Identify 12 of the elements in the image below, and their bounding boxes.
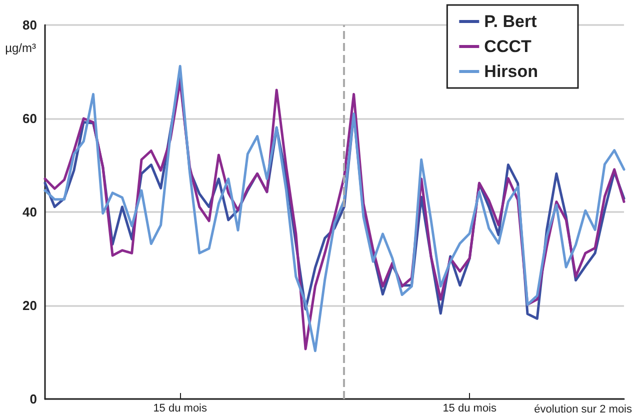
x-tick-label: 15 du mois	[442, 402, 497, 414]
x-tick-label: 15 du mois	[153, 402, 208, 414]
y-tick-label: 20	[22, 298, 37, 313]
y-tick-label: 0	[30, 392, 37, 406]
x-axis-title: évolution sur 2 mois	[534, 404, 632, 416]
legend-label: P. Bert	[484, 12, 538, 31]
y-tick-label: 40	[22, 204, 37, 220]
y-axis-title: µg/m³	[5, 41, 36, 55]
y-tick-label: 60	[22, 111, 37, 126]
y-tick-label: 80	[22, 18, 37, 32]
legend-label: CCCT	[484, 37, 532, 56]
legend-label: Hirson	[484, 62, 538, 81]
